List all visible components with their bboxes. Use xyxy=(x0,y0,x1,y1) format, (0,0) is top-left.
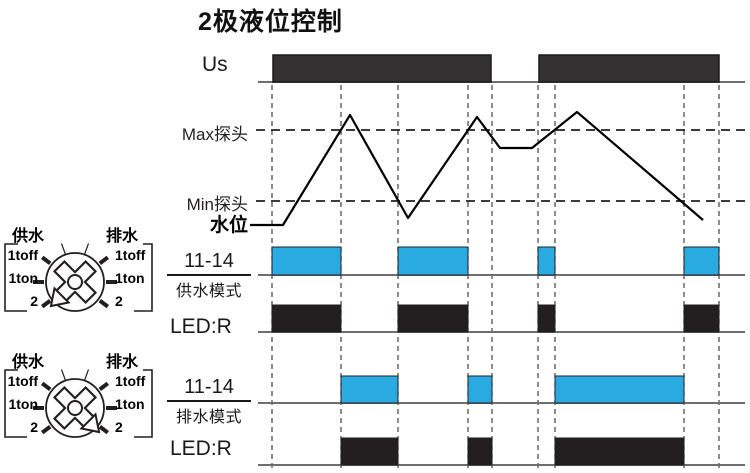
switch-option-2-left: 2 xyxy=(30,293,38,309)
switch-option-1toff-right: 1toff xyxy=(115,373,146,389)
drain-mode-label: 排水模式 xyxy=(175,409,242,426)
mode-switch-drain: 供水 排水 1toff 1ton 2 1toff 1ton 2 xyxy=(0,348,162,448)
drain-relay-bar xyxy=(340,375,399,404)
supply-relay-bar xyxy=(683,246,720,276)
index-line xyxy=(83,243,90,255)
knob-center xyxy=(67,274,83,290)
rotary-knob-drain xyxy=(4,369,153,438)
left-bracket xyxy=(4,369,27,438)
rotary-knob-supply xyxy=(4,243,153,312)
water-level-curve xyxy=(250,110,704,227)
index-line xyxy=(60,243,67,255)
drain-output-label: 11-14 xyxy=(167,377,251,402)
switch-left-title: 供水 xyxy=(12,354,45,371)
us-power-bar xyxy=(272,54,492,83)
position-tick xyxy=(41,424,52,435)
figure-title: 2极液位控制 xyxy=(198,8,343,36)
water-level-label: 水位 xyxy=(209,215,248,236)
switch-option-1ton-left: 1ton xyxy=(8,270,38,286)
drain-relay-bar xyxy=(554,375,685,404)
switch-option-1ton-left: 1ton xyxy=(8,396,38,412)
knob-arrow xyxy=(49,286,71,308)
switch-option-2-right: 2 xyxy=(115,293,123,309)
switch-right-title: 排水 xyxy=(106,354,139,371)
switch-left-title: 供水 xyxy=(12,228,45,245)
drain-led-bar xyxy=(467,437,493,466)
right-bracket xyxy=(134,243,153,312)
index-line xyxy=(83,369,90,381)
knob-arrow xyxy=(79,412,101,434)
mode-switch-supply: 供水 排水 1toff 1ton 2 1toff 1ton 2 xyxy=(0,222,162,322)
supply-relay-bar xyxy=(271,246,342,276)
switch-option-1ton-right: 1ton xyxy=(115,396,145,412)
supply-led-bar xyxy=(683,304,720,333)
position-tick xyxy=(98,255,110,266)
supply-relay-bar xyxy=(397,246,469,276)
supply-led-label: LED:R xyxy=(170,315,232,338)
max-probe-label: Max探头 xyxy=(181,125,248,144)
knob-center xyxy=(67,400,83,416)
left-bracket xyxy=(4,243,27,312)
drain-led-bar xyxy=(340,437,399,466)
drain-led-label: LED:R xyxy=(170,437,232,460)
position-tick xyxy=(41,381,52,392)
supply-led-bar xyxy=(397,304,469,333)
drain-led-bar xyxy=(554,437,685,466)
position-tick xyxy=(98,381,110,392)
knob-cross xyxy=(49,259,98,308)
switch-option-1toff-left: 1toff xyxy=(7,247,38,263)
us-power-bar xyxy=(538,54,720,83)
position-tick xyxy=(41,298,52,309)
position-tick xyxy=(98,298,110,309)
min-probe-label: Min探头 xyxy=(186,195,248,214)
knob-cross xyxy=(52,385,101,434)
supply-mode-label: 供水模式 xyxy=(175,283,242,300)
switch-option-2-right: 2 xyxy=(115,419,123,435)
position-tick xyxy=(98,424,110,435)
switch-option-1ton-right: 1ton xyxy=(115,270,145,286)
drain-relay-bar xyxy=(467,375,493,404)
switch-option-1toff-right: 1toff xyxy=(115,247,146,263)
index-line xyxy=(60,369,67,381)
switch-option-1toff-left: 1toff xyxy=(7,373,38,389)
supply-relay-bar xyxy=(537,246,556,276)
position-tick xyxy=(41,255,52,266)
us-label: Us xyxy=(202,53,228,76)
right-bracket xyxy=(134,369,153,438)
switch-option-2-left: 2 xyxy=(30,419,38,435)
supply-led-bar xyxy=(537,304,556,333)
switch-right-title: 排水 xyxy=(106,228,139,245)
supply-output-label: 11-14 xyxy=(167,251,251,276)
supply-output-block: 11-14 供水模式 xyxy=(167,251,251,300)
supply-led-bar xyxy=(271,304,342,333)
drain-output-block: 11-14 排水模式 xyxy=(167,377,251,426)
